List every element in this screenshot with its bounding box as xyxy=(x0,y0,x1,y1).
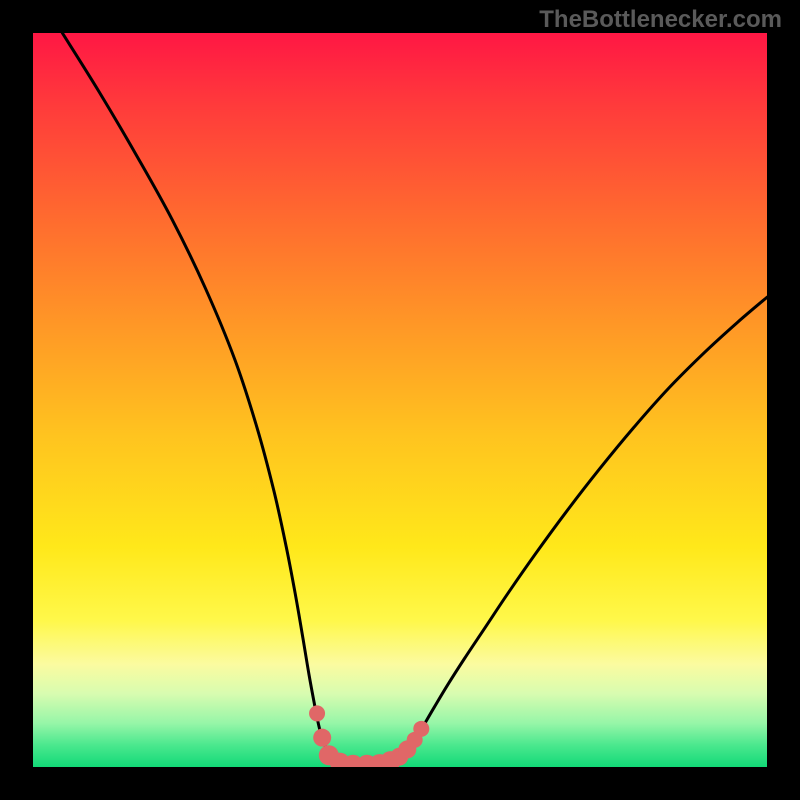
chart-container: TheBottlenecker.com xyxy=(0,0,800,800)
bottleneck-chart xyxy=(0,0,800,800)
curve-marker xyxy=(313,729,331,747)
curve-marker xyxy=(413,721,429,737)
watermark-text: TheBottlenecker.com xyxy=(539,6,782,34)
curve-marker xyxy=(309,705,325,721)
